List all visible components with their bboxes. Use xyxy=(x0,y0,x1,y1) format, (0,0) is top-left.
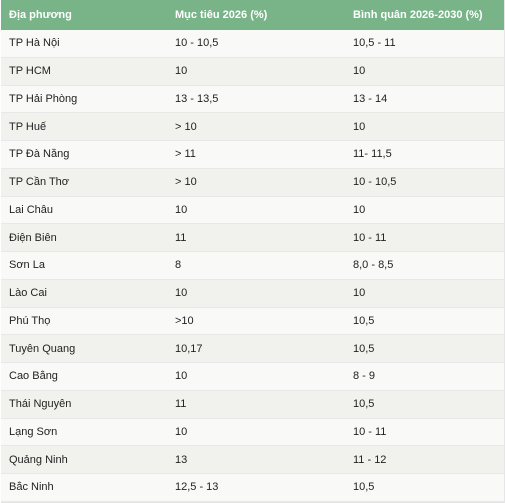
cell-locality: Sơn La xyxy=(9,259,45,272)
cell-target-2026: 13 - 13,5 xyxy=(175,92,219,105)
table-row: Thái Nguyên 11 10,5 xyxy=(1,390,504,419)
cell-average: 13 - 14 xyxy=(353,92,388,105)
cell-target-2026: > 10 xyxy=(175,176,197,189)
cell-target-2026: 10 - 10,5 xyxy=(175,37,219,50)
cell-target-2026: > 11 xyxy=(175,148,196,161)
cell-average: 11 - 12 xyxy=(353,453,387,466)
header-target-2026: Mục tiêu 2026 (%) xyxy=(175,9,268,21)
cell-target-2026: 13 xyxy=(175,453,188,466)
cell-average: 10 - 10,5 xyxy=(353,176,397,189)
cell-average: 10,5 xyxy=(353,398,375,411)
table-row: TP Huế > 10 10 xyxy=(1,113,504,141)
cell-average: 10 - 11 xyxy=(353,231,387,244)
cell-average: 10,5 xyxy=(353,481,375,494)
cell-average: 10,5 xyxy=(353,314,375,327)
cell-target-2026: 10 xyxy=(175,65,188,78)
table-row: TP Cần Thơ > 10 10 - 10,5 xyxy=(1,168,504,197)
cell-average: 10 - 11 xyxy=(353,425,387,438)
cell-average: 10 xyxy=(353,120,366,133)
table-row: Điện Biên 11 10 - 11 xyxy=(1,224,504,252)
cell-average: 10 xyxy=(353,65,366,78)
cell-locality: Cao Bằng xyxy=(9,370,58,383)
cell-average: 8,0 - 8,5 xyxy=(353,259,394,272)
cell-locality: TP Hải Phòng xyxy=(9,92,78,105)
cell-target-2026: 10 xyxy=(175,203,188,216)
cell-locality: TP Huế xyxy=(9,120,47,133)
cell-locality: TP Hà Nội xyxy=(9,37,60,50)
table-row: Quảng Ninh 13 11 - 12 xyxy=(1,446,504,474)
cell-target-2026: 10 xyxy=(175,287,188,300)
table-row: TP HCM 10 10 xyxy=(1,57,504,86)
table-row: Phú Thọ >10 10,5 xyxy=(1,307,504,336)
table-row: Sơn La 8 8,0 - 8,5 xyxy=(1,252,504,280)
cell-average: 10 xyxy=(353,287,366,300)
table-header-row: Địa phương Mục tiêu 2026 (%) Bình quân 2… xyxy=(1,0,504,30)
cell-target-2026: 11 xyxy=(175,398,187,411)
table-row: TP Đà Nẵng > 11 11- 11,5 xyxy=(1,141,504,169)
cell-target-2026: 10 xyxy=(175,370,188,383)
header-average-2026-2030: Bình quân 2026-2030 (%) xyxy=(353,9,483,21)
cell-target-2026: >10 xyxy=(175,314,194,327)
cell-locality: TP Cần Thơ xyxy=(9,176,70,189)
cell-locality: Điện Biên xyxy=(9,231,57,244)
cell-average: 10,5 xyxy=(353,342,375,355)
cell-target-2026: 11 xyxy=(175,231,187,244)
cell-locality: Lai Châu xyxy=(9,203,54,216)
cell-locality: Phú Thọ xyxy=(9,314,51,327)
cell-locality: Lào Cai xyxy=(9,287,47,300)
table-row: Lai Châu 10 10 xyxy=(1,196,504,225)
cell-target-2026: 12,5 - 13 xyxy=(175,481,219,494)
cell-locality: TP HCM xyxy=(9,65,51,78)
table-row: TP Hà Nội 10 - 10,5 10,5 - 11 xyxy=(1,30,504,58)
cell-locality: Bắc Ninh xyxy=(9,481,54,494)
cell-locality: TP Đà Nẵng xyxy=(9,148,70,161)
cell-target-2026: 10 xyxy=(175,425,188,438)
table-row: Bắc Ninh 12,5 - 13 10,5 xyxy=(1,474,504,502)
cell-average: 10,5 - 11 xyxy=(353,37,396,50)
cell-average: 11- 11,5 xyxy=(353,148,392,161)
cell-target-2026: 8 xyxy=(175,259,182,272)
cell-average: 8 - 9 xyxy=(353,370,376,383)
cell-locality: Tuyên Quang xyxy=(9,342,76,355)
cell-locality: Thái Nguyên xyxy=(9,398,72,411)
cell-locality: Quảng Ninh xyxy=(9,453,68,466)
header-locality: Địa phương xyxy=(9,9,72,21)
table-row: TP Hải Phòng 13 - 13,5 13 - 14 xyxy=(1,85,504,114)
cell-target-2026: 10,17 xyxy=(175,342,203,355)
table-row: Lào Cai 10 10 xyxy=(1,279,504,308)
cell-target-2026: > 10 xyxy=(175,120,197,133)
cell-average: 10 xyxy=(353,203,366,216)
table-row: Cao Bằng 10 8 - 9 xyxy=(1,363,504,391)
table-row: Lạng Sơn 10 10 - 11 xyxy=(1,418,504,447)
cell-locality: Lạng Sơn xyxy=(9,425,58,438)
table-row: Tuyên Quang 10,17 10,5 xyxy=(1,335,504,363)
